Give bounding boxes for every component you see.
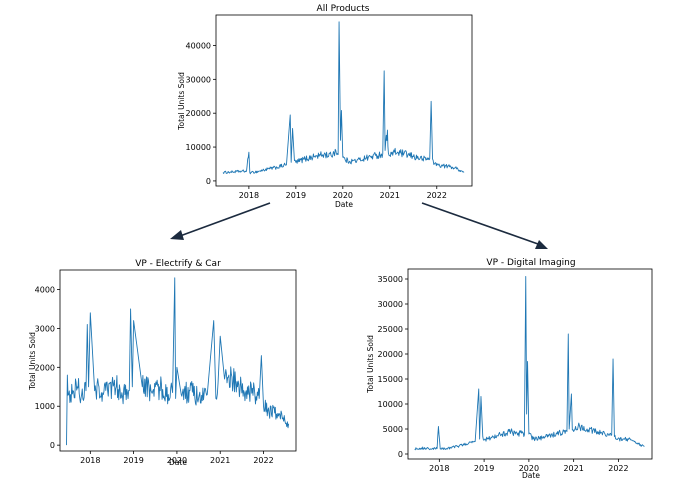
series-line: [66, 277, 290, 446]
y-ticks: 0 10000 20000 30000 40000: [186, 41, 216, 186]
series-line: [222, 21, 465, 175]
x-tick-label: 2022: [253, 456, 273, 465]
x-ticks: 2018 2019 2020 2021 2022: [239, 186, 447, 200]
x-tick-label: 2022: [608, 464, 628, 473]
plot-frame: [407, 268, 653, 460]
x-axis-label: Date: [335, 200, 353, 209]
y-tick-label: 30000: [378, 300, 403, 309]
y-tick-label: 30000: [186, 75, 211, 84]
arrow-to-electrify: [179, 202, 271, 237]
chart-title: All Products: [317, 4, 370, 14]
y-ticks: 0 1000 2000 3000 4000: [35, 285, 60, 450]
x-tick-label: 2020: [333, 191, 353, 200]
x-tick-label: 2019: [123, 456, 143, 465]
x-ticks: 2018 2019 2020 2021 2022: [429, 459, 629, 473]
x-ticks: 2018 2019 2020 2021 2022: [80, 451, 274, 465]
y-tick-label: 20000: [186, 109, 211, 118]
y-tick-label: 0: [398, 450, 403, 459]
x-tick-label: 2019: [286, 191, 306, 200]
plot-frame: [59, 269, 297, 452]
arrowhead-digital: [535, 240, 548, 249]
x-tick-label: 2018: [239, 191, 259, 200]
x-tick-label: 2020: [167, 456, 187, 465]
chart-digital-imaging: VP - Digital Imaging 2018 2019 2020 2021 202…: [366, 258, 653, 480]
x-tick-label: 2019: [474, 464, 494, 473]
y-tick-label: 40000: [186, 41, 211, 50]
chart-all-products: All Products 2018 2019 2020 2021 2022 0 10000…: [177, 4, 473, 209]
y-tick-label: 25000: [378, 325, 403, 334]
y-tick-label: 20000: [378, 350, 403, 359]
y-tick-label: 1000: [35, 402, 55, 411]
y-tick-label: 5000: [383, 425, 403, 434]
y-tick-label: 4000: [35, 285, 55, 294]
x-tick-label: 2022: [427, 191, 447, 200]
chart-title: VP - Electrify & Car: [135, 259, 221, 269]
x-tick-label: 2018: [429, 464, 449, 473]
x-tick-label: 2021: [210, 456, 230, 465]
arrowhead-electrify: [170, 230, 184, 240]
series-line: [414, 276, 645, 451]
x-tick-label: 2020: [519, 464, 539, 473]
y-tick-label: 10000: [378, 400, 403, 409]
x-tick-label: 2021: [380, 191, 400, 200]
chart-electrify-car: VP - Electrify & Car 2018 2019 2020 2021 202…: [28, 259, 297, 467]
x-tick-label: 2018: [80, 456, 100, 465]
x-axis-label: Date: [169, 458, 187, 467]
chart-title: VP - Digital Imaging: [486, 258, 575, 268]
plot-frame: [215, 14, 473, 187]
x-tick-label: 2021: [563, 464, 583, 473]
y-axis-label: Total Units Sold: [366, 335, 375, 394]
arrow-to-digital: [421, 202, 539, 245]
flow-arrows: [170, 202, 548, 249]
y-axis-label: Total Units Sold: [28, 332, 37, 391]
y-axis-label: Total Units Sold: [177, 72, 186, 131]
x-axis-label: Date: [522, 471, 540, 480]
y-ticks: 0 5000 10000 15000 20000 25000 30000 35000: [378, 275, 408, 459]
y-tick-label: 0: [50, 441, 55, 450]
y-tick-label: 15000: [378, 375, 403, 384]
y-tick-label: 2000: [35, 363, 55, 372]
y-tick-label: 3000: [35, 324, 55, 333]
y-tick-label: 10000: [186, 143, 211, 152]
y-tick-label: 35000: [378, 275, 403, 284]
y-tick-label: 0: [206, 177, 211, 186]
